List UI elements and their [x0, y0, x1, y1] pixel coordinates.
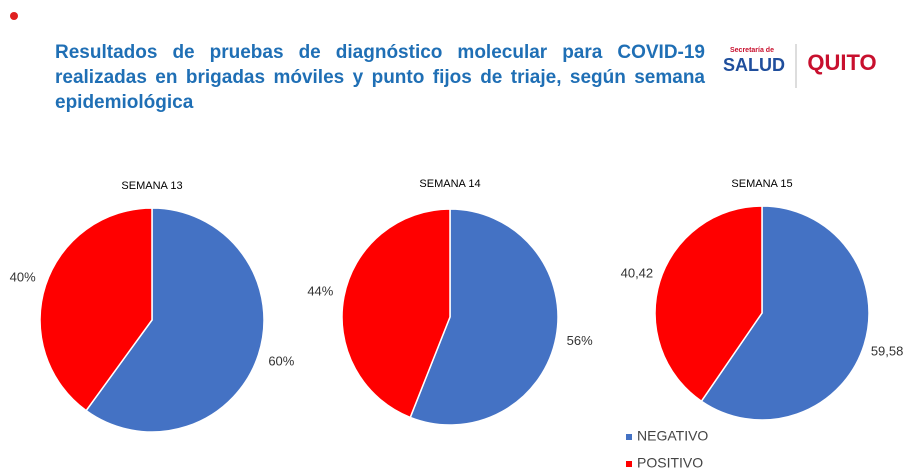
logo-text: Secretaría de [730, 47, 774, 54]
value-label: 60% [268, 353, 294, 368]
icon [10, 12, 18, 20]
value-label: 44% [307, 284, 333, 299]
value-label: 40% [10, 269, 36, 284]
value-label: 56% [567, 333, 593, 348]
pie-slice [341, 208, 451, 419]
pie-slice [654, 205, 763, 403]
legend-label: POSITIVO [637, 455, 703, 471]
legend-swatch [626, 434, 632, 440]
value-label: 59,58 [871, 343, 904, 358]
pie-title: SEMANA 14 [419, 178, 480, 190]
value-label: 40,42 [621, 266, 654, 281]
legend-swatch [626, 461, 632, 467]
pie-title: SEMANA 13 [121, 180, 182, 192]
page-title: Resultados de pruebas de diagnóstico mol… [55, 42, 705, 113]
logo-text: QUITO [807, 50, 876, 75]
pie-slice [700, 205, 870, 421]
pie-slice [85, 207, 265, 433]
pie-slice [409, 208, 559, 426]
legend-label: NEGATIVO [637, 428, 708, 444]
pie-title: SEMANA 15 [731, 178, 792, 190]
logo-text: SALUD [723, 55, 785, 75]
pie-slice [39, 207, 153, 412]
